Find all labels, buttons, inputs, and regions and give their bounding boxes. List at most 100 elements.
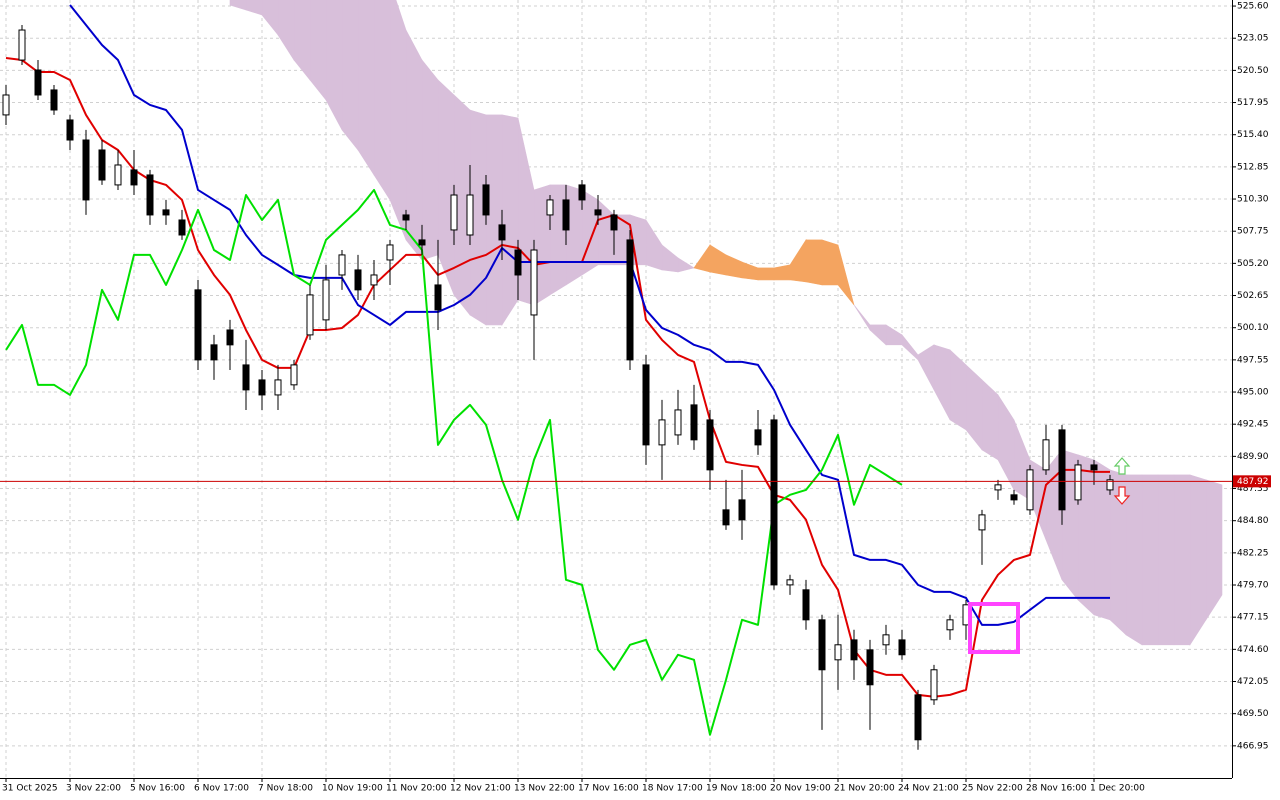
candle-body — [530, 249, 538, 316]
candle-body — [1026, 469, 1034, 511]
candle-body — [898, 639, 906, 656]
cloud-segment — [373, 0, 391, 201]
x-tick-label: 12 Nov 21:00 — [450, 784, 511, 794]
y-tick-label: 474.60 — [1237, 645, 1269, 655]
indicator-lines — [5, 4, 1110, 736]
y-tick-label: 507.75 — [1237, 227, 1269, 237]
current-price-box — [1233, 475, 1271, 488]
overlay — [0, 457, 1232, 654]
candle-body — [1074, 464, 1082, 501]
candle-body — [98, 149, 106, 181]
cloud-segment — [485, 114, 503, 326]
y-tick-label: 505.20 — [1237, 259, 1269, 269]
candle-body — [1090, 464, 1098, 471]
candle-body — [450, 194, 458, 231]
candle-body — [562, 199, 570, 231]
candle-body — [162, 209, 170, 216]
down-arrow — [1113, 486, 1131, 505]
candle-body — [786, 579, 794, 586]
candle-body — [34, 69, 42, 96]
x-tick-label: 3 Nov 22:00 — [66, 784, 121, 794]
candle-body — [850, 639, 858, 661]
candle-body — [914, 694, 922, 741]
up-arrow — [1113, 457, 1131, 475]
cloud-segment — [421, 59, 439, 261]
indicator-line — [5, 188, 903, 736]
cloud-segment — [1125, 474, 1143, 646]
y-tick-label: 512.85 — [1237, 162, 1269, 172]
x-tick-label: 7 Nov 18:00 — [258, 784, 313, 794]
candle-body — [114, 164, 122, 186]
x-tick-label: 6 Nov 17:00 — [194, 784, 249, 794]
y-tick-label: 500.10 — [1237, 323, 1269, 333]
cloud-segment — [805, 239, 823, 286]
y-tick-label: 469.50 — [1237, 709, 1269, 719]
y-tick-label: 477.15 — [1237, 613, 1269, 623]
candle-body — [658, 419, 666, 446]
x-tick-label: 28 Nov 16:00 — [1026, 784, 1087, 794]
candle-body — [946, 619, 954, 631]
x-tick-label: 11 Nov 20:00 — [386, 784, 447, 794]
y-tick-label: 495.00 — [1237, 388, 1269, 398]
candle-body — [1058, 429, 1066, 511]
candle-body — [66, 119, 74, 141]
candle-body — [578, 184, 586, 201]
y-tick-label: 482.25 — [1237, 548, 1269, 558]
candle-body — [130, 169, 138, 186]
candle-body — [434, 284, 442, 311]
candle-body — [1106, 479, 1114, 491]
candle-body — [290, 364, 298, 386]
cloud-segment — [357, 0, 375, 176]
cloud-segment — [837, 244, 855, 306]
x-tick-label: 21 Nov 20:00 — [834, 784, 895, 794]
cloud-segment — [405, 29, 423, 261]
candle-body — [866, 649, 874, 686]
x-tick-label: 25 Nov 22:00 — [962, 784, 1023, 794]
candle-body — [818, 619, 826, 671]
y-tick-label: 523.05 — [1237, 34, 1269, 44]
candle-body — [626, 239, 634, 361]
y-tick-label: 466.95 — [1237, 741, 1269, 751]
candle-body — [978, 514, 986, 531]
highlight-box — [968, 602, 1020, 654]
candle-body — [354, 269, 362, 291]
x-tick-label: 10 Nov 19:00 — [322, 784, 383, 794]
cloud-segment — [277, 0, 295, 62]
cloud-segment — [245, 0, 263, 16]
x-tick-label: 31 Oct 2025 — [2, 784, 58, 794]
x-tick-label: 13 Nov 22:00 — [514, 784, 575, 794]
cloud-segment — [501, 114, 519, 326]
current-price-label: 487.92 — [1237, 477, 1269, 487]
indicator-line — [69, 4, 1110, 626]
x-tick-label: 24 Nov 21:00 — [898, 784, 959, 794]
candle-body — [834, 644, 842, 661]
cloud-segment — [677, 257, 695, 273]
y-tick-label: 517.95 — [1237, 98, 1269, 108]
cloud-segment — [293, 0, 311, 81]
candle-body — [498, 224, 506, 241]
candle-body — [1010, 494, 1018, 501]
candle-body — [706, 419, 714, 471]
candle-body — [18, 29, 26, 61]
candle-body — [50, 89, 58, 111]
candle-body — [466, 194, 474, 236]
grid — [0, 0, 1232, 778]
candle-body — [322, 279, 330, 321]
y-tick-label: 484.80 — [1237, 516, 1269, 526]
cloud-segment — [229, 0, 247, 11]
cloud-segment — [309, 0, 327, 101]
x-tick-label: 18 Nov 17:00 — [642, 784, 703, 794]
cloud-segment — [261, 0, 279, 36]
y-tick-label: 492.45 — [1237, 420, 1269, 430]
cloud-segment — [1173, 474, 1191, 646]
candle-body — [306, 294, 314, 336]
candle-body — [610, 214, 618, 231]
candle-body — [82, 139, 90, 201]
candle-body — [194, 289, 202, 361]
x-tick-label: 17 Nov 16:00 — [578, 784, 639, 794]
cloud-segment — [1189, 474, 1207, 646]
candle-body — [210, 344, 218, 361]
